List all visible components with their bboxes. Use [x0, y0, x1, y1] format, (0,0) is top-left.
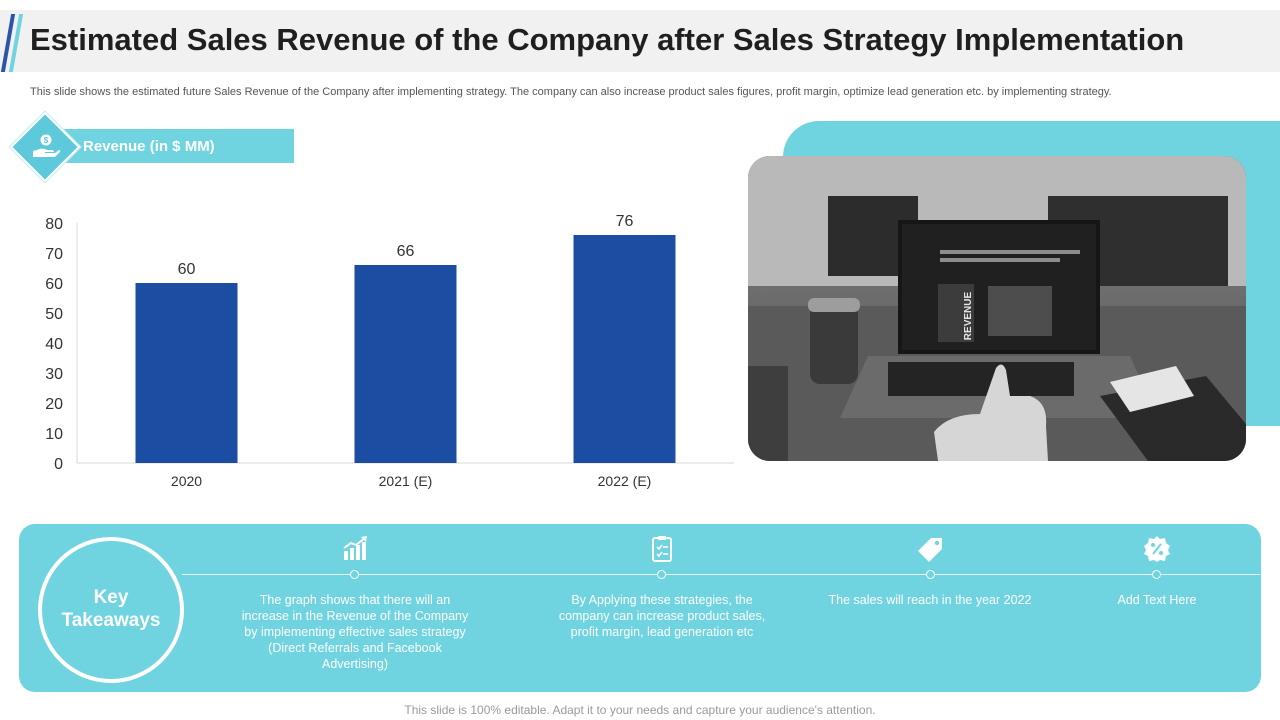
x-tick-label: 2022 (E) — [598, 473, 652, 489]
x-tick-label: 2020 — [171, 473, 202, 489]
bar — [573, 235, 676, 463]
y-tick-label: 20 — [45, 396, 63, 413]
chart-title: Revenue (in $ MM) — [83, 138, 215, 155]
takeaway-text-2: By Applying these strategies, the compan… — [558, 593, 766, 639]
takeaway-text-3: The sales will reach in the year 2022 — [828, 593, 1032, 607]
y-tick-label: 80 — [45, 216, 63, 233]
key-takeaways-label-line2: Takeaways — [61, 610, 161, 631]
timeline-dot-2 — [657, 570, 666, 579]
timeline-dot-1 — [350, 570, 359, 579]
money-hand-icon: $ — [33, 134, 61, 157]
svg-text:$: $ — [44, 136, 49, 145]
y-tick-label: 10 — [45, 426, 63, 443]
bar — [354, 265, 457, 463]
revenue-bar-chart: 0 10 20 30 40 50 60 70 80 60 2020 66 2021 (E) 76 2022 … — [45, 213, 734, 489]
y-tick-label: 60 — [45, 276, 63, 293]
percent-badge-icon — [1144, 536, 1170, 562]
bar-chart-growth-icon — [343, 536, 367, 560]
y-tick-label: 30 — [45, 366, 63, 383]
price-tag-icon — [918, 538, 942, 562]
page-subtitle: This slide shows the estimated future Sa… — [30, 86, 1112, 98]
data-label: 60 — [178, 261, 196, 278]
timeline-line — [182, 574, 1260, 575]
page-title: Estimated Sales Revenue of the Company a… — [30, 22, 1185, 57]
timeline-dot-3 — [926, 570, 935, 579]
x-tick-label: 2021 (E) — [379, 473, 433, 489]
footer-note: This slide is 100% editable. Adapt it to… — [404, 703, 876, 717]
y-tick-label: 0 — [54, 456, 63, 473]
data-label: 76 — [616, 213, 634, 230]
y-tick-label: 40 — [45, 336, 63, 353]
takeaway-text-1: The graph shows that there will an incre… — [241, 593, 469, 671]
laptop-photo: REVENUE — [748, 156, 1246, 461]
clipboard-icon — [652, 536, 672, 562]
takeaway-text-4: Add Text Here — [1117, 593, 1197, 607]
key-takeaways-label: Key Takeaways — [42, 586, 180, 632]
revenue-banner — [44, 129, 294, 163]
bar — [135, 283, 238, 463]
key-takeaways-circle — [38, 537, 184, 683]
data-label: 66 — [397, 243, 415, 260]
key-takeaways-panel — [19, 524, 1261, 692]
y-tick-label: 50 — [45, 306, 63, 323]
key-takeaways-label-line1: Key — [93, 587, 129, 608]
timeline-dot-4 — [1152, 570, 1161, 579]
photo-screen-word: REVENUE — [963, 292, 974, 341]
title-bar — [0, 10, 1280, 72]
y-tick-label: 70 — [45, 246, 63, 263]
